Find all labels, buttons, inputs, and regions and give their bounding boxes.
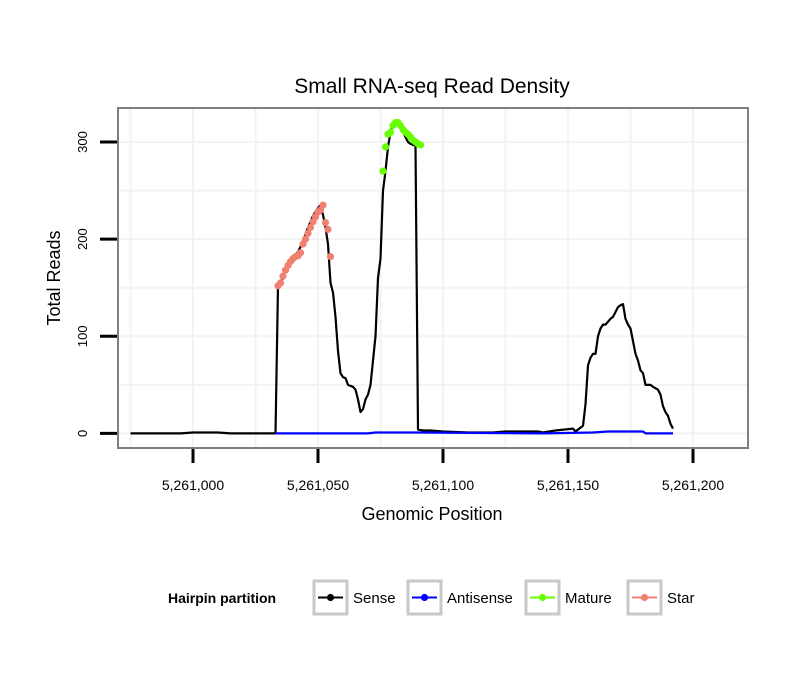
y-tick-label: 100 bbox=[75, 325, 90, 347]
data-point-star bbox=[276, 279, 285, 287]
series-line-sense bbox=[130, 121, 674, 435]
x-tick-label: 5,261,200 bbox=[662, 477, 724, 493]
legend-label-mature: Mature bbox=[565, 590, 612, 607]
x-axis-label: Genomic Position bbox=[361, 504, 502, 524]
data-point-star bbox=[301, 235, 310, 243]
series-points-star bbox=[274, 201, 335, 290]
data-point-star bbox=[306, 223, 315, 232]
y-tick-label: 0 bbox=[75, 430, 90, 437]
legend-key-dot bbox=[538, 593, 547, 602]
legend-key-dot bbox=[420, 593, 429, 602]
plot-frame bbox=[117, 107, 749, 449]
data-point-mature bbox=[386, 128, 395, 136]
x-tick-label: 5,261,100 bbox=[412, 477, 474, 493]
data-point-mature bbox=[381, 143, 390, 151]
x-tick-label: 5,261,150 bbox=[537, 477, 599, 493]
grid-layer bbox=[118, 108, 748, 448]
y-tick-label: 300 bbox=[75, 131, 90, 153]
legend-label-antisense: Antisense bbox=[447, 590, 513, 607]
legend-title: Hairpin partition bbox=[168, 590, 276, 606]
data-point-star bbox=[324, 225, 332, 233]
x-tick-label: 5,261,050 bbox=[287, 477, 349, 493]
legend-entries: Sense Antisense Mature Star bbox=[312, 579, 695, 616]
y-axis-label: Total Reads bbox=[44, 230, 64, 325]
data-point-star bbox=[319, 201, 327, 209]
series-line-antisense bbox=[275, 430, 673, 435]
series-layer bbox=[130, 119, 674, 435]
legend-item-star: Star bbox=[626, 579, 695, 616]
legend: Hairpin partition Sense Antisense Mature St… bbox=[168, 579, 695, 616]
chart-title: Small RNA-seq Read Density bbox=[294, 75, 570, 98]
x-tick-label: 5,261,000 bbox=[162, 477, 224, 493]
data-point-star bbox=[279, 272, 287, 280]
legend-item-antisense: Antisense bbox=[406, 579, 513, 616]
y-tick-label: 200 bbox=[75, 228, 90, 250]
legend-item-sense: Sense bbox=[312, 579, 396, 616]
legend-label-star: Star bbox=[667, 590, 695, 607]
data-point-star bbox=[296, 249, 305, 257]
data-point-star bbox=[304, 229, 312, 237]
series-points-mature bbox=[379, 119, 425, 175]
axis-layer: 5,261,000 5,261,050 5,261,100 5,261,150 5,26… bbox=[75, 131, 724, 493]
legend-label-sense: Sense bbox=[353, 590, 396, 607]
data-point-star bbox=[326, 253, 335, 261]
legend-key-dot bbox=[326, 593, 335, 602]
legend-item-mature: Mature bbox=[524, 579, 612, 616]
data-point-mature bbox=[416, 141, 425, 149]
data-point-star bbox=[321, 219, 330, 227]
data-point-mature bbox=[379, 167, 387, 175]
legend-key-dot bbox=[640, 593, 649, 602]
